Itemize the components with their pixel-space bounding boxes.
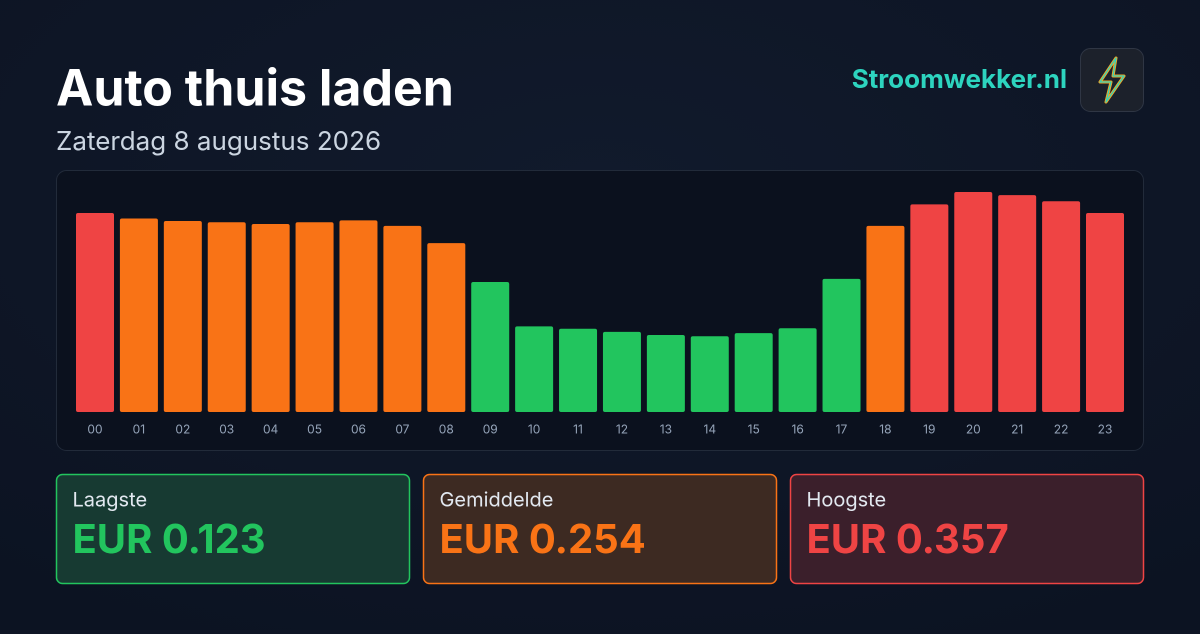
bar <box>339 220 378 412</box>
stat-label: Laagste <box>73 487 148 511</box>
bar <box>602 331 641 412</box>
x-tick-label: 19 <box>923 421 935 436</box>
x-tick-label: 09 <box>483 421 498 436</box>
x-tick-label: 06 <box>351 421 366 436</box>
x-tick-label: 02 <box>175 421 190 436</box>
x-tick-label: 16 <box>791 421 803 436</box>
bar <box>515 326 554 412</box>
bar <box>734 333 773 412</box>
x-tick-label: 00 <box>87 421 102 436</box>
bar <box>822 278 861 412</box>
x-tick-label: 21 <box>1011 421 1023 436</box>
bar <box>295 222 334 412</box>
bar <box>427 243 466 412</box>
x-tick-label: 13 <box>660 421 672 436</box>
x-tick-label: 05 <box>307 421 322 436</box>
brand: Stroomwekker.nl <box>852 64 1067 95</box>
logo <box>1080 48 1144 112</box>
x-tick-label: 23 <box>1098 421 1113 436</box>
subtitle: Zaterdag 8 augustus 2026 <box>56 126 381 157</box>
stat-card <box>422 473 778 585</box>
x-tick-label: 17 <box>836 421 848 436</box>
bar <box>778 328 817 412</box>
bar <box>866 225 905 412</box>
x-tick-label: 10 <box>528 421 540 436</box>
x-tick-label: 07 <box>395 421 409 436</box>
x-tick-label: 03 <box>219 421 234 436</box>
x-tick-label: 18 <box>879 421 891 436</box>
stat-card <box>789 473 1145 585</box>
stat-value: EUR 0.357 <box>807 514 1009 563</box>
bar <box>690 336 729 412</box>
bar <box>76 212 114 412</box>
bar <box>471 281 510 412</box>
x-tick-label: 20 <box>966 421 981 436</box>
bar <box>383 225 422 412</box>
title: Auto thuis laden <box>56 59 454 119</box>
x-tick-label: 14 <box>703 421 716 436</box>
bar <box>207 222 246 412</box>
bar <box>251 224 290 412</box>
bar <box>163 220 202 412</box>
x-tick-label: 04 <box>263 421 279 436</box>
bar <box>998 195 1037 412</box>
stat-value: EUR 0.254 <box>440 514 646 563</box>
x-tick-label: 01 <box>133 421 145 436</box>
x-tick-label: 11 <box>573 421 583 436</box>
x-tick-label: 08 <box>439 421 454 436</box>
stat-label: Hoogste <box>807 487 887 511</box>
bar <box>646 334 685 412</box>
stat-card <box>55 473 411 585</box>
x-tick-label: 22 <box>1054 421 1069 436</box>
bar <box>1086 212 1124 412</box>
stat-value: EUR 0.123 <box>73 514 266 563</box>
x-tick-label: 12 <box>616 421 628 436</box>
bar <box>559 328 598 412</box>
bar <box>119 218 158 412</box>
bar <box>954 192 993 412</box>
bar <box>1042 201 1081 412</box>
bar <box>910 204 949 412</box>
stat-label: Gemiddelde <box>440 487 554 511</box>
x-tick-label: 15 <box>748 421 760 436</box>
